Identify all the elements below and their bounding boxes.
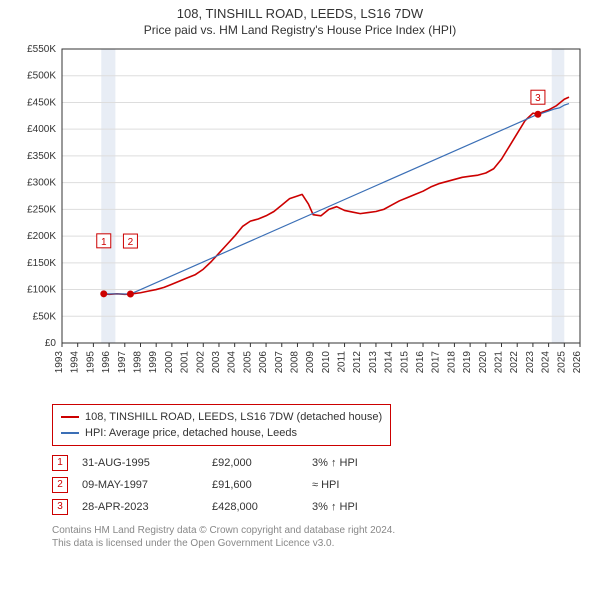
svg-text:£300K: £300K — [27, 178, 56, 189]
svg-text:1: 1 — [101, 237, 107, 248]
svg-text:2011: 2011 — [337, 351, 348, 373]
point-date: 31-AUG-1995 — [82, 457, 212, 469]
svg-text:1993: 1993 — [54, 351, 65, 374]
legend-label: 108, TINSHILL ROAD, LEEDS, LS16 7DW (det… — [85, 409, 382, 425]
svg-text:1998: 1998 — [132, 351, 143, 374]
svg-text:2014: 2014 — [384, 351, 395, 374]
point-date: 28-APR-2023 — [82, 501, 212, 513]
footnote-line: This data is licensed under the Open Gov… — [52, 537, 600, 550]
svg-text:2024: 2024 — [541, 351, 552, 374]
svg-text:2026: 2026 — [572, 351, 583, 374]
page-subtitle: Price paid vs. HM Land Registry's House … — [0, 23, 600, 37]
point-price: £428,000 — [212, 501, 312, 513]
page-title: 108, TINSHILL ROAD, LEEDS, LS16 7DW — [0, 6, 600, 21]
point-price: £92,000 — [212, 457, 312, 469]
svg-text:2023: 2023 — [525, 351, 536, 374]
svg-text:2022: 2022 — [509, 351, 520, 374]
svg-text:2009: 2009 — [305, 351, 316, 374]
svg-text:2: 2 — [128, 237, 134, 248]
legend: 108, TINSHILL ROAD, LEEDS, LS16 7DW (det… — [52, 404, 391, 446]
svg-text:£550K: £550K — [27, 44, 56, 55]
svg-text:£200K: £200K — [27, 231, 56, 242]
svg-text:£100K: £100K — [27, 285, 56, 296]
svg-text:2010: 2010 — [321, 351, 332, 374]
svg-text:2025: 2025 — [556, 351, 567, 374]
svg-text:1994: 1994 — [70, 351, 81, 374]
svg-text:£350K: £350K — [27, 151, 56, 162]
svg-text:2005: 2005 — [242, 351, 253, 374]
table-row: 3 28-APR-2023£428,0003% ↑ HPI — [52, 496, 600, 518]
svg-text:£0: £0 — [45, 338, 57, 349]
svg-text:2004: 2004 — [227, 351, 238, 374]
point-delta: ≈ HPI — [312, 479, 402, 491]
svg-text:2017: 2017 — [431, 351, 442, 374]
svg-text:£150K: £150K — [27, 258, 56, 269]
svg-text:2015: 2015 — [399, 351, 410, 374]
svg-text:1996: 1996 — [101, 351, 112, 374]
svg-text:1997: 1997 — [117, 351, 128, 374]
legend-item: 108, TINSHILL ROAD, LEEDS, LS16 7DW (det… — [61, 409, 382, 425]
svg-text:2020: 2020 — [478, 351, 489, 374]
svg-text:2018: 2018 — [446, 351, 457, 374]
svg-text:£400K: £400K — [27, 124, 56, 135]
svg-text:£250K: £250K — [27, 204, 56, 215]
point-delta: 3% ↑ HPI — [312, 501, 402, 513]
svg-text:2000: 2000 — [164, 351, 175, 374]
svg-text:3: 3 — [535, 93, 541, 104]
svg-text:2021: 2021 — [494, 351, 505, 374]
legend-swatch — [61, 416, 79, 418]
svg-text:2016: 2016 — [415, 351, 426, 374]
table-row: 1 31-AUG-1995£92,0003% ↑ HPI — [52, 452, 600, 474]
point-marker: 2 — [52, 477, 68, 493]
footnote-line: Contains HM Land Registry data © Crown c… — [52, 524, 600, 537]
legend-swatch — [61, 432, 79, 434]
legend-item: HPI: Average price, detached house, Leed… — [61, 425, 382, 441]
svg-text:£450K: £450K — [27, 97, 56, 108]
table-row: 2 09-MAY-1997£91,600≈ HPI — [52, 474, 600, 496]
svg-text:2012: 2012 — [352, 351, 363, 374]
point-marker: 3 — [52, 499, 68, 515]
svg-text:2002: 2002 — [195, 351, 206, 374]
price-chart: £0 £50K £100K £150K £200K £250K £300K £350K £400… — [10, 43, 590, 393]
svg-text:£50K: £50K — [33, 311, 57, 322]
svg-text:2006: 2006 — [258, 351, 269, 374]
svg-text:£500K: £500K — [27, 71, 56, 82]
svg-text:2019: 2019 — [462, 351, 473, 374]
svg-text:2007: 2007 — [274, 351, 285, 374]
point-marker: 1 — [52, 455, 68, 471]
point-price: £91,600 — [212, 479, 312, 491]
svg-text:2013: 2013 — [368, 351, 379, 374]
svg-text:1999: 1999 — [148, 351, 159, 374]
sales-points-table: 131-AUG-1995£92,0003% ↑ HPI209-MAY-1997£… — [52, 452, 600, 518]
footnote: Contains HM Land Registry data © Crown c… — [52, 524, 600, 550]
svg-text:2001: 2001 — [180, 351, 191, 374]
point-delta: 3% ↑ HPI — [312, 457, 402, 469]
chart-container: £0 £50K £100K £150K £200K £250K £300K £350K £400… — [10, 43, 590, 398]
svg-text:2003: 2003 — [211, 351, 222, 374]
svg-text:2008: 2008 — [289, 351, 300, 374]
legend-label: HPI: Average price, detached house, Leed… — [85, 425, 297, 441]
point-date: 09-MAY-1997 — [82, 479, 212, 491]
svg-text:1995: 1995 — [85, 351, 96, 374]
